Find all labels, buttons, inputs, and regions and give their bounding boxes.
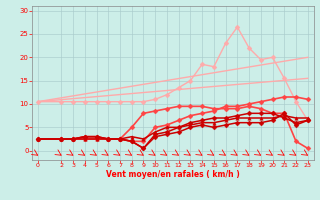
X-axis label: Vent moyen/en rafales ( km/h ): Vent moyen/en rafales ( km/h ): [106, 170, 240, 179]
